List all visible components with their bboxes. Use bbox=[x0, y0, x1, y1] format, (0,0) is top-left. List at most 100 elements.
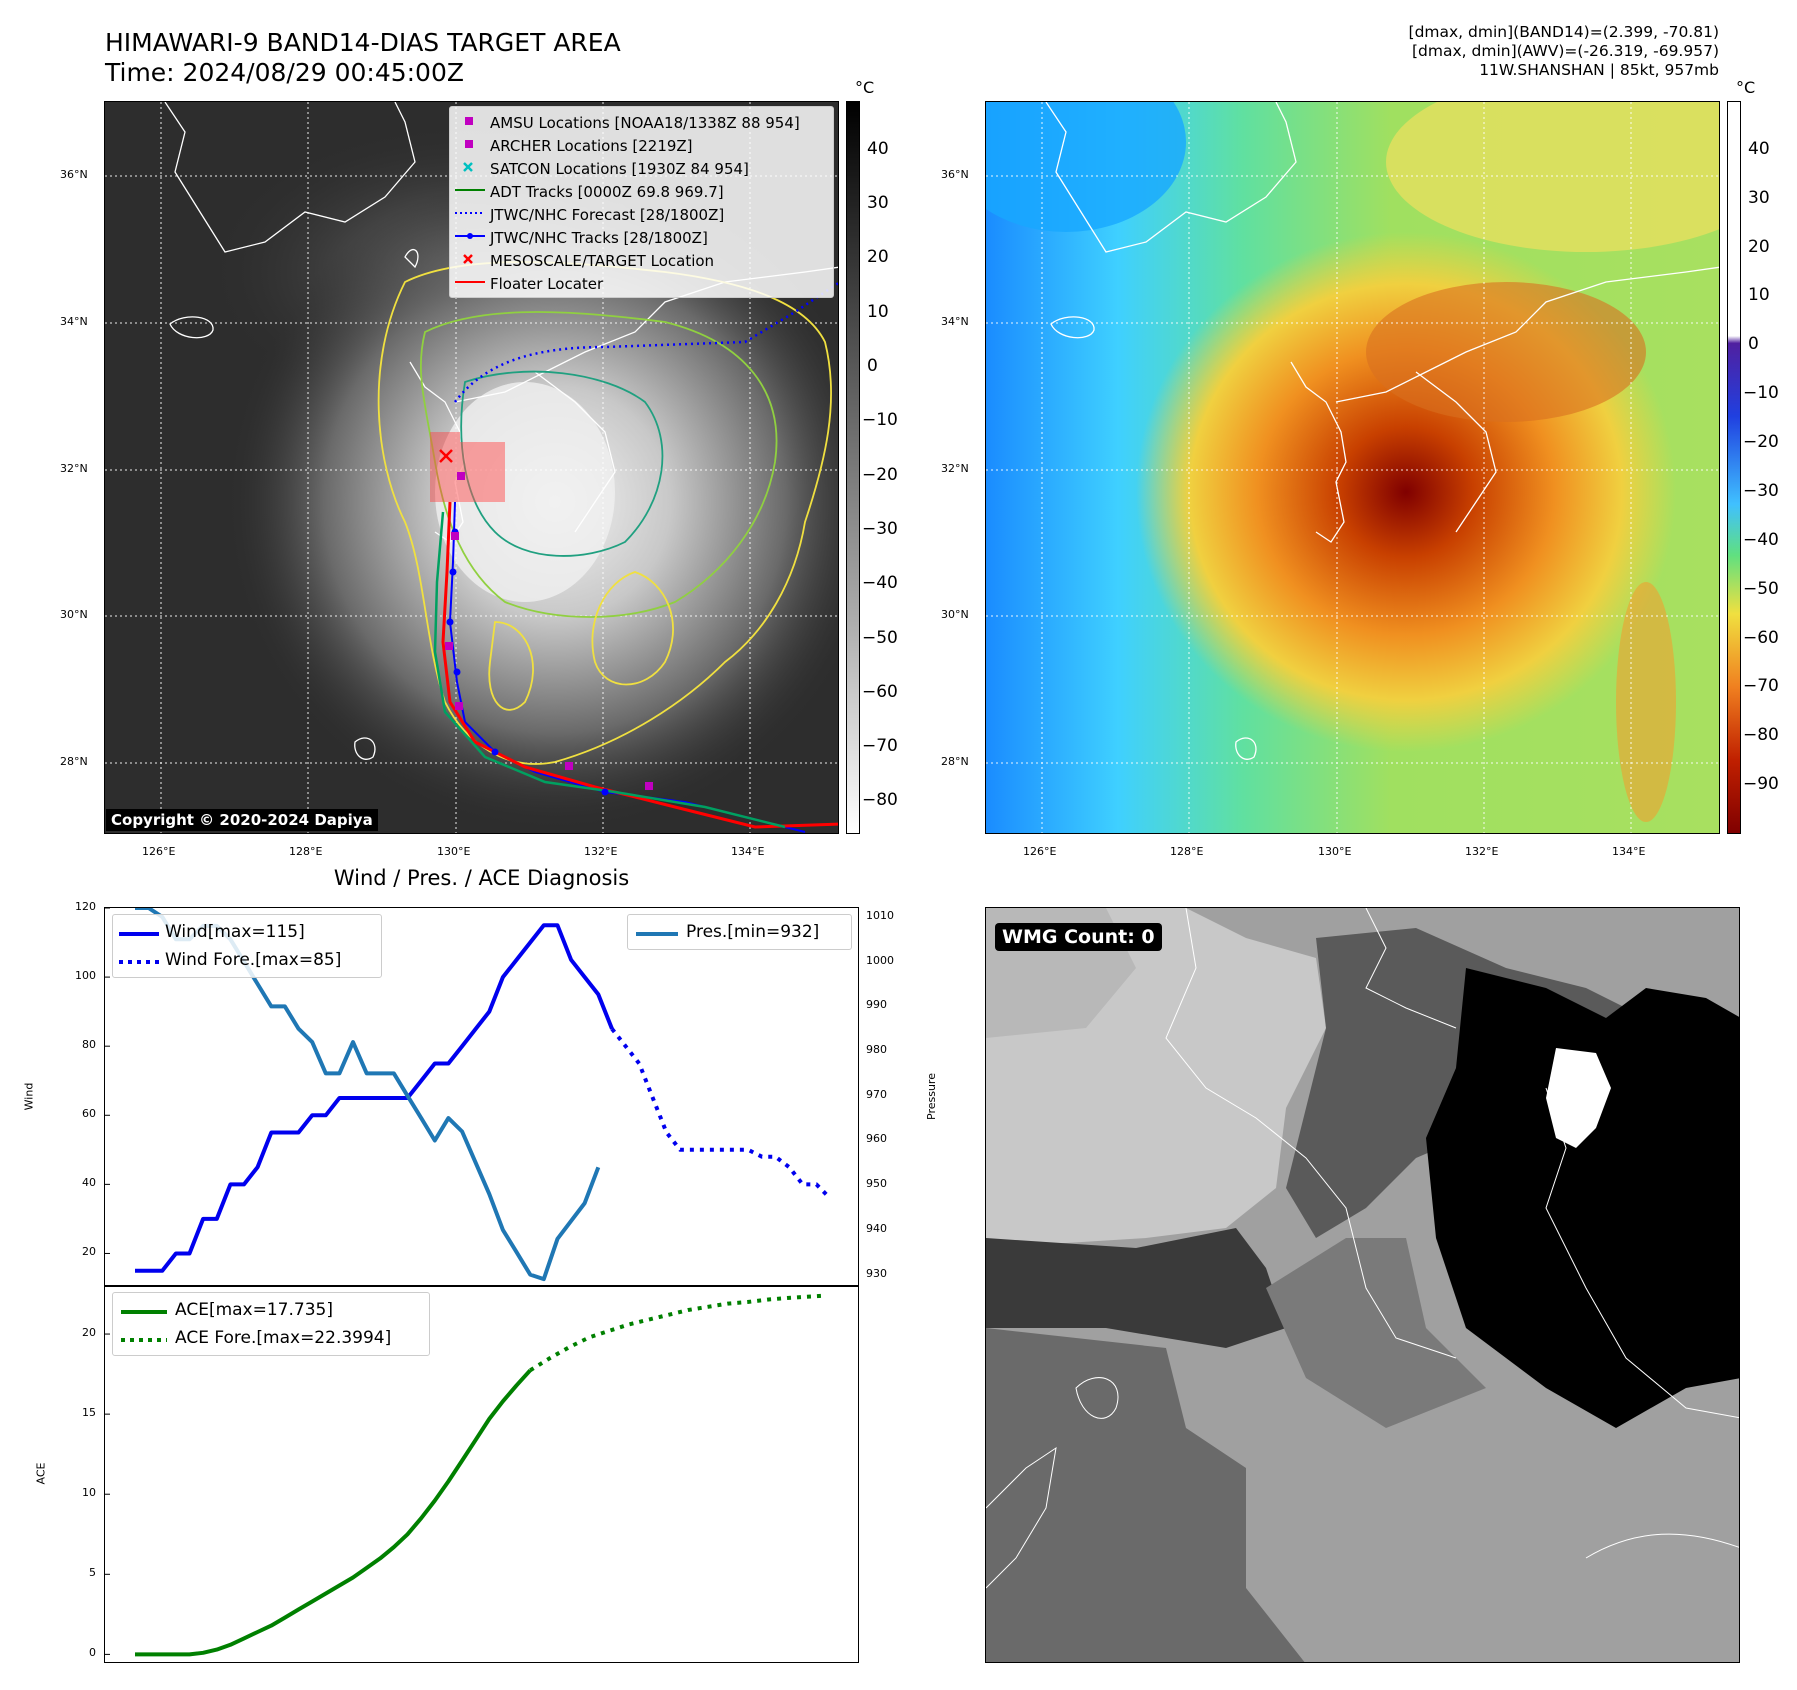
ir-legend-label: ADT Tracks [0000Z 69.8 969.7] bbox=[490, 182, 724, 201]
ace-plot bbox=[105, 1293, 827, 1657]
ir-legend-marker bbox=[450, 137, 490, 155]
ace-tick-label: 0 bbox=[89, 1646, 96, 1660]
ir-colorbar-tick: 10 bbox=[867, 301, 889, 322]
awv-colorbar-tick: −30 bbox=[1743, 480, 1779, 501]
wind-tick-label: 100 bbox=[75, 969, 96, 983]
ace-forecast-line bbox=[529, 1293, 827, 1373]
wind-tick-label: 20 bbox=[82, 1245, 96, 1259]
ir-colorbar bbox=[846, 101, 860, 834]
stats-line1: [dmax, dmin](BAND14)=(2.399, -70.81) bbox=[1408, 23, 1719, 41]
ir-colorbar-unit: °C bbox=[855, 78, 875, 97]
pressure-tick-label: 960 bbox=[866, 1132, 887, 1146]
lon-tick-label: 126°E bbox=[142, 845, 176, 858]
wind-tick-label: 120 bbox=[75, 900, 96, 913]
ir-colorbar-tick: −20 bbox=[862, 464, 898, 485]
awv-colorbar-tick: 10 bbox=[1748, 285, 1770, 306]
awv-colorbar-tick: −70 bbox=[1743, 676, 1779, 697]
ir-target-box-2 bbox=[460, 442, 505, 502]
pressure-axis-label: Pressure bbox=[924, 1073, 938, 1120]
ace-tick-label: 5 bbox=[89, 1566, 96, 1580]
pressure-tick-label: 930 bbox=[866, 1266, 887, 1280]
ir-legend-item: ADT Tracks [0000Z 69.8 969.7] bbox=[450, 180, 833, 203]
ir-legend-marker bbox=[450, 183, 490, 201]
ir-legend-label: SATCON Locations [1930Z 84 954] bbox=[490, 159, 749, 178]
ace-tick-label: 15 bbox=[82, 1406, 96, 1420]
ir-legend-item: JTWC/NHC Forecast [28/1800Z] bbox=[450, 203, 833, 226]
ir-legend-marker bbox=[450, 229, 490, 247]
diag-title: Wind / Pres. / ACE Diagnosis bbox=[333, 866, 630, 890]
pres-legend: Pres.[min=932] bbox=[627, 914, 852, 950]
stats-line3: 11W.SHANSHAN | 85kt, 957mb bbox=[1479, 61, 1719, 79]
ace-axis-label: ACE bbox=[34, 1462, 48, 1485]
awv-colorbar-tick: 30 bbox=[1748, 187, 1770, 208]
ir-colorbar-tick: −60 bbox=[862, 681, 898, 702]
wind-axis-label: Wind bbox=[22, 1082, 36, 1111]
ir-colorbar-tick: −50 bbox=[862, 627, 898, 648]
lon-tick-label: 134°E bbox=[731, 845, 765, 858]
pressure-tick-label: 990 bbox=[866, 998, 887, 1012]
ace-legend-label: ACE[max=17.735] bbox=[175, 1300, 333, 1320]
lon-tick-label: 130°E bbox=[1318, 845, 1352, 858]
awv-colorbar-tick: −20 bbox=[1743, 432, 1779, 453]
lat-tick-label: 36°N bbox=[941, 168, 969, 181]
wmg-panel bbox=[985, 907, 1740, 1663]
lon-tick-label: 128°E bbox=[1170, 845, 1204, 858]
wind-tick-label: 40 bbox=[82, 1176, 96, 1190]
lon-tick-label: 132°E bbox=[584, 845, 618, 858]
awv-map-image bbox=[986, 102, 1719, 833]
ir-colorbar-tick: −30 bbox=[862, 518, 898, 539]
ace-legend: ACE[max=17.735] ACE Fore.[max=22.3994] bbox=[112, 1292, 430, 1356]
ir-legend-label: Floater Locater bbox=[490, 274, 604, 293]
ir-legend-item: AMSU Locations [NOAA18/1338Z 88 954] bbox=[450, 111, 833, 134]
lon-tick-label: 132°E bbox=[1465, 845, 1499, 858]
awv-colorbar-tick: 40 bbox=[1748, 138, 1770, 159]
lon-tick-label: 130°E bbox=[437, 845, 471, 858]
wind-legend-swatch bbox=[119, 932, 159, 936]
wind-legend-label: Wind[max=115] bbox=[165, 922, 305, 942]
ir-colorbar-tick: −70 bbox=[862, 736, 898, 757]
ace-fore-legend-label: ACE Fore.[max=22.3994] bbox=[175, 1328, 392, 1348]
wind-line bbox=[135, 923, 614, 1273]
ace-panel bbox=[104, 1285, 859, 1663]
ace-tick-label: 20 bbox=[82, 1326, 96, 1340]
ir-legend-item: Floater Locater bbox=[450, 272, 833, 295]
awv-colorbar bbox=[1727, 101, 1741, 834]
wmg-count-badge: WMG Count: 0 bbox=[995, 923, 1162, 951]
lon-tick-label: 128°E bbox=[289, 845, 323, 858]
ace-tick-label: 10 bbox=[82, 1486, 96, 1500]
ir-legend-item: MESOSCALE/TARGET Location bbox=[450, 249, 833, 272]
ir-legend-label: JTWC/NHC Forecast [28/1800Z] bbox=[490, 205, 725, 224]
stats-line2: [dmax, dmin](AWV)=(-26.319, -69.957) bbox=[1412, 42, 1719, 60]
ir-colorbar-tick: −80 bbox=[862, 790, 898, 811]
wind-fore-legend-swatch bbox=[119, 960, 159, 964]
ir-legend-marker bbox=[450, 160, 490, 178]
ir-legend-marker bbox=[450, 275, 490, 293]
wind-forecast-line bbox=[610, 1027, 832, 1200]
wmg-image bbox=[986, 908, 1739, 1662]
lat-tick-label: 28°N bbox=[941, 755, 969, 768]
pressure-tick-label: 980 bbox=[866, 1043, 887, 1057]
awv-colorbar-unit: °C bbox=[1736, 78, 1756, 97]
lat-tick-label: 34°N bbox=[60, 315, 88, 328]
wind-tick-label: 60 bbox=[82, 1107, 96, 1121]
figure-title-line2: Time: 2024/08/29 00:45:00Z bbox=[105, 58, 464, 87]
lat-tick-label: 30°N bbox=[60, 608, 88, 621]
awv-colorbar-tick: −10 bbox=[1743, 383, 1779, 404]
ir-adt-track bbox=[433, 511, 786, 829]
awv-gridlines bbox=[986, 102, 1719, 833]
awv-coastlines bbox=[1045, 102, 1719, 760]
pressure-tick-label: 1010 bbox=[866, 908, 894, 922]
ir-colorbar-tick: −40 bbox=[862, 573, 898, 594]
ir-colorbar-tick: 20 bbox=[867, 247, 889, 268]
wind-pres-panel bbox=[104, 907, 859, 1287]
ir-colorbar-tick: 30 bbox=[867, 193, 889, 214]
lat-tick-label: 28°N bbox=[60, 755, 88, 768]
ir-mesoscale-marker bbox=[439, 449, 453, 463]
wind-fore-legend-label: Wind Fore.[max=85] bbox=[165, 950, 342, 970]
pres-legend-label: Pres.[min=932] bbox=[686, 922, 820, 942]
ir-legend-item: SATCON Locations [1930Z 84 954] bbox=[450, 157, 833, 180]
pres-legend-swatch bbox=[636, 932, 678, 936]
ir-legend-label: MESOSCALE/TARGET Location bbox=[490, 251, 715, 270]
ir-legend-marker bbox=[450, 114, 490, 132]
ace-legend-swatch bbox=[121, 1310, 167, 1314]
